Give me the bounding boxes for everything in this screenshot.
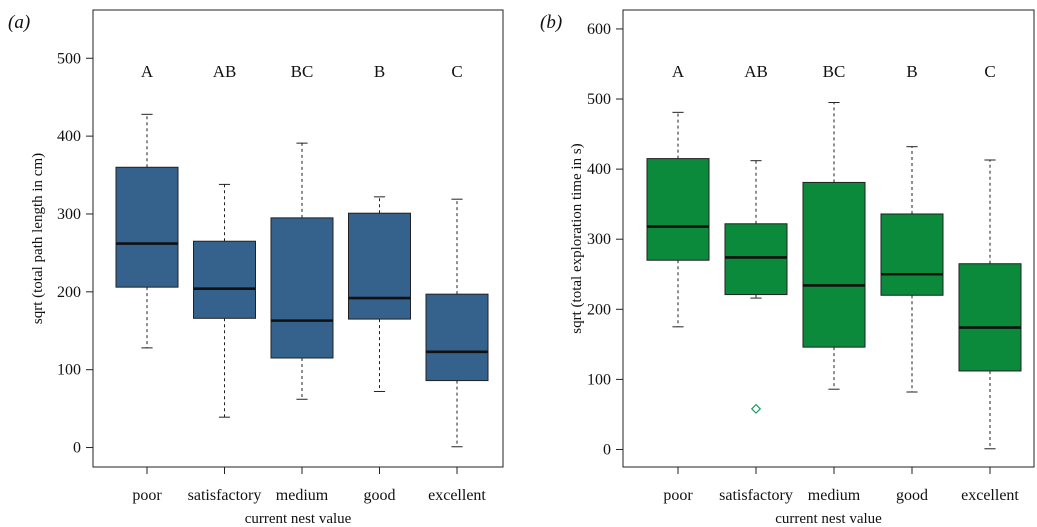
y-tick-label: 500 [587,91,611,108]
y-tick-label: 0 [603,441,611,458]
box-satisfactory [193,240,256,319]
significance-letter: C [451,62,462,81]
significance-letter: A [141,62,154,81]
panel-a: (a) 0 100 200 300 400 500 sqrt (total path leng… [8,9,504,527]
x-tick-label: satisfactory [719,487,793,504]
panel-label: (b) [540,12,562,33]
y-tick-label: 200 [587,301,611,318]
x-tick-label: satisfactory [188,487,262,504]
x-axis-label: current nest value [775,511,882,527]
significance-letter: B [374,62,385,81]
y-tick-label: 300 [587,231,611,248]
x-axis-label: current nest value [245,511,352,527]
significance-letter: AB [744,62,768,81]
y-tick-label: 100 [57,362,81,379]
significance-letter: B [906,62,917,81]
box-good [348,212,411,320]
y-axis-label: sqrt (total path length in cm) [30,153,46,324]
plot-frame [92,9,504,468]
box-poor [115,166,179,288]
y-tick-label: 400 [57,128,81,145]
panel-label: (a) [8,12,30,33]
x-tick-label: poor [663,487,693,504]
box-good [880,213,944,296]
y-tick-label: 600 [587,21,611,38]
outlier-point [750,403,762,414]
y-tick-label: 100 [587,371,611,388]
y-tick-label: 300 [57,206,81,223]
x-tick-label: excellent [961,487,1019,504]
box-satisfactory [724,223,788,296]
x-tick-label: good [896,487,928,504]
x-tick-label: medium [276,487,329,504]
box-excellent [425,293,489,382]
box-medium [270,217,334,359]
box-poor [646,158,710,261]
significance-letter: BC [291,62,314,81]
box-excellent [958,263,1022,372]
panel-b: (b) 0 100 200 300 400 500 600 sqrt (total explor… [540,9,1035,527]
x-tick-label: excellent [428,487,486,504]
y-axis-label: sqrt (total exploration time in s) [569,143,585,333]
plot-frame [622,9,1035,468]
significance-letter: A [672,62,685,81]
box-medium [802,181,866,348]
x-tick-label: poor [132,487,162,504]
y-tick-label: 500 [57,50,81,67]
y-tick-label: 400 [587,161,611,178]
x-tick-label: good [364,487,396,504]
x-tick-label: medium [808,487,861,504]
y-tick-label: 0 [73,440,81,457]
significance-letter: BC [823,62,846,81]
significance-letter: AB [213,62,237,81]
y-tick-label: 200 [57,284,81,301]
significance-letter: C [984,62,995,81]
